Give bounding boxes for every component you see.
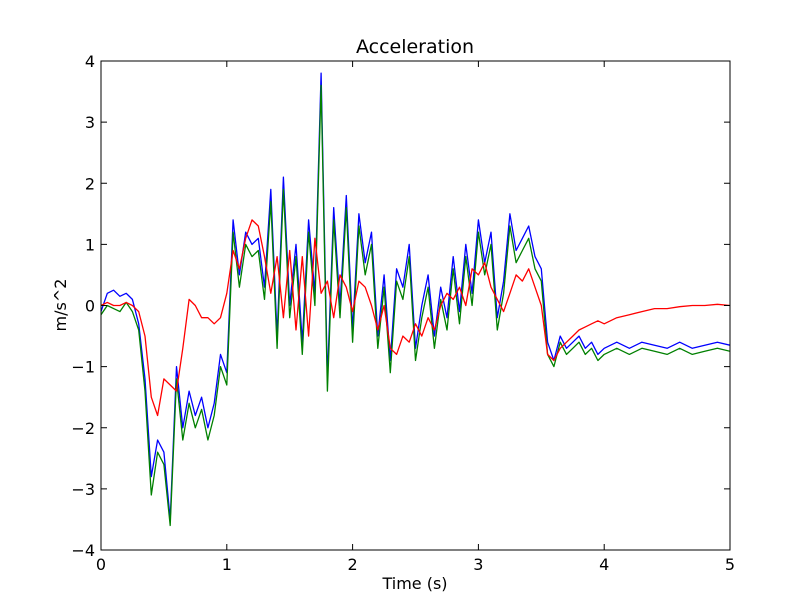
x-tick-label: 2 xyxy=(348,555,358,574)
y-axis-label: m/s^2 xyxy=(51,279,70,332)
y-tick-label: 2 xyxy=(85,174,95,193)
x-tick-label: 5 xyxy=(725,555,735,574)
x-tick-label: 4 xyxy=(599,555,609,574)
y-tick-label: 4 xyxy=(85,52,95,71)
series-line-1 xyxy=(101,72,730,521)
chart-title: Acceleration xyxy=(356,36,474,58)
y-tick-label: −3 xyxy=(71,480,95,499)
x-tick-label: 0 xyxy=(96,555,106,574)
y-tick-label: −2 xyxy=(71,419,95,438)
x-tick-label: 3 xyxy=(473,555,483,574)
y-tick-label: 1 xyxy=(85,235,95,254)
y-tick-label: −4 xyxy=(71,541,95,560)
y-tick-label: 0 xyxy=(85,297,95,316)
y-tick-label: −1 xyxy=(71,358,95,377)
y-tick-label: 3 xyxy=(85,113,95,132)
x-axis-label: Time (s) xyxy=(381,574,447,593)
series-line-3 xyxy=(101,219,730,417)
series-line-2 xyxy=(101,84,730,527)
x-tick-label: 1 xyxy=(222,555,232,574)
